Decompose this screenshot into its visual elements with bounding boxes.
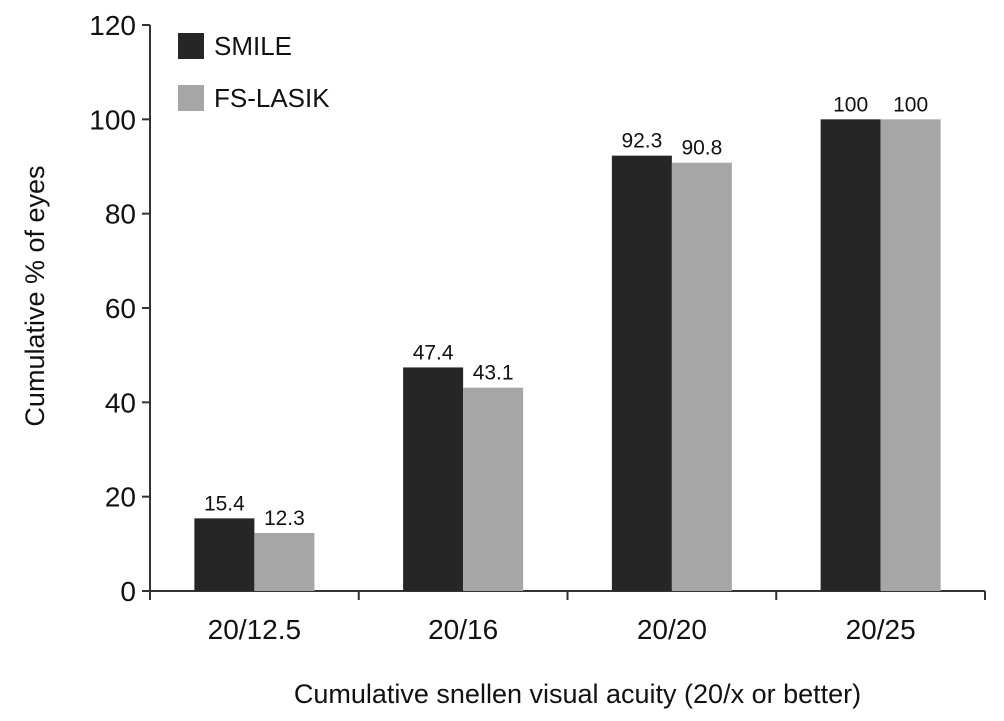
x-tick-label: 20/25 bbox=[846, 614, 916, 645]
data-label: 100 bbox=[833, 93, 868, 116]
y-tick-label: 100 bbox=[89, 104, 136, 135]
legend-swatch-fs-lasik bbox=[178, 85, 204, 111]
x-axis-title: Cumulative snellen visual acuity (20/x o… bbox=[294, 679, 861, 709]
bar-fs-lasik bbox=[463, 387, 524, 591]
bar-smile bbox=[403, 367, 464, 591]
data-label: 12.3 bbox=[264, 507, 305, 530]
legend-label-fs-lasik: FS-LASIK bbox=[214, 83, 330, 113]
data-label: 43.1 bbox=[473, 362, 514, 385]
x-axis-ticks: 20/12.5 20/16 20/20 20/25 bbox=[149, 591, 986, 645]
y-tick-label: 0 bbox=[120, 576, 136, 607]
bar-fs-lasik bbox=[880, 119, 941, 591]
legend: SMILE FS-LASIK bbox=[178, 31, 330, 113]
data-label: 92.3 bbox=[621, 130, 662, 153]
data-labels: 15.4 12.3 47.4 43.1 92.3 90.8 100 100 bbox=[204, 93, 928, 530]
bar-smile bbox=[194, 518, 255, 591]
y-tick-label: 60 bbox=[105, 293, 136, 324]
y-axis-title: Cumulative % of eyes bbox=[20, 165, 50, 426]
x-tick-label: 20/12.5 bbox=[208, 614, 301, 645]
y-tick-label: 40 bbox=[105, 387, 136, 418]
bar-smile bbox=[611, 155, 672, 591]
data-label: 47.4 bbox=[413, 341, 454, 364]
bars bbox=[194, 119, 941, 591]
data-label: 100 bbox=[893, 93, 928, 116]
data-label: 15.4 bbox=[204, 492, 245, 515]
legend-label-smile: SMILE bbox=[214, 31, 292, 61]
y-tick-label: 80 bbox=[105, 199, 136, 230]
bar-fs-lasik bbox=[671, 162, 732, 591]
legend-swatch-smile bbox=[178, 33, 204, 59]
data-label: 90.8 bbox=[681, 137, 722, 160]
bar-fs-lasik bbox=[254, 532, 315, 591]
y-axis-ticks: 0 20 40 60 80 100 120 bbox=[89, 10, 150, 607]
x-tick-label: 20/20 bbox=[637, 614, 707, 645]
x-tick-label: 20/16 bbox=[428, 614, 498, 645]
bar-smile bbox=[820, 119, 881, 591]
y-tick-label: 20 bbox=[105, 482, 136, 513]
y-tick-label: 120 bbox=[89, 10, 136, 41]
